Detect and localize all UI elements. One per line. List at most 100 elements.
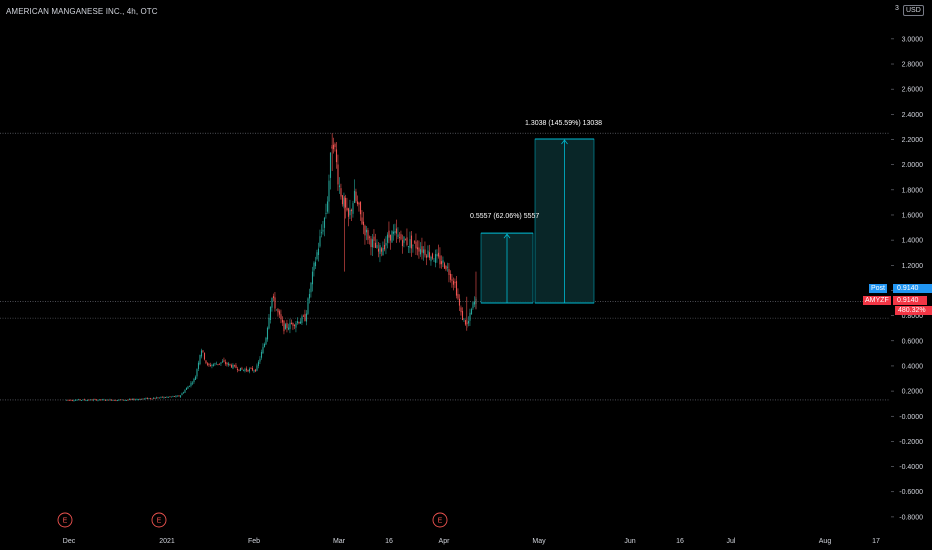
y-tick-label: 1.8000 bbox=[902, 187, 924, 194]
candle-body bbox=[337, 164, 339, 185]
candle-body bbox=[250, 367, 252, 369]
candle-body bbox=[470, 309, 473, 315]
candle-body bbox=[305, 313, 308, 322]
candle-body bbox=[272, 296, 275, 299]
candle-body bbox=[208, 363, 210, 365]
candle-body bbox=[388, 230, 390, 238]
candle-body bbox=[434, 254, 437, 263]
candle-body bbox=[88, 399, 90, 401]
earnings-marker-letter: E bbox=[63, 518, 68, 525]
candle-body bbox=[152, 397, 155, 399]
candle-body bbox=[98, 399, 101, 401]
candle-body bbox=[259, 358, 261, 362]
candle-body bbox=[371, 239, 374, 248]
candle-body bbox=[275, 309, 278, 311]
earnings-marker-circle bbox=[57, 512, 73, 528]
candle-body bbox=[329, 152, 332, 178]
candle-body bbox=[91, 399, 93, 401]
candle-body bbox=[241, 368, 243, 370]
x-tick-label: Apr bbox=[439, 538, 451, 545]
candle-body bbox=[163, 396, 165, 398]
y-tick-label: -0.8000 bbox=[899, 514, 923, 521]
candle-body bbox=[106, 399, 108, 401]
candle-body bbox=[245, 368, 248, 371]
candle-body bbox=[161, 396, 164, 398]
candle-body bbox=[125, 400, 128, 401]
candle-body bbox=[437, 252, 440, 257]
candle-body bbox=[472, 302, 474, 309]
candle-body bbox=[355, 191, 357, 202]
candle-body bbox=[403, 236, 405, 243]
currency-button[interactable]: USD bbox=[903, 5, 924, 16]
candle-body bbox=[460, 307, 462, 313]
candle-body bbox=[433, 260, 435, 262]
candle-body bbox=[100, 399, 102, 401]
candle-body bbox=[187, 386, 189, 389]
candle-body bbox=[262, 346, 264, 354]
y-tick-label: 0.8000 bbox=[902, 313, 924, 320]
candle-body bbox=[415, 241, 417, 249]
candle-body bbox=[170, 396, 173, 398]
candle-body bbox=[298, 322, 300, 324]
y-tick-label: 2.0000 bbox=[902, 162, 924, 169]
candle-body bbox=[362, 221, 365, 226]
candle-body bbox=[326, 201, 329, 212]
candle-body bbox=[443, 263, 446, 269]
candle-body bbox=[287, 327, 290, 330]
earnings-marker-circle bbox=[151, 512, 167, 528]
x-tick-label: 16 bbox=[385, 538, 393, 545]
candle-body bbox=[340, 188, 342, 197]
candle-body bbox=[73, 400, 75, 402]
candle-body bbox=[172, 396, 174, 398]
candle-body bbox=[364, 225, 366, 236]
candle-body bbox=[293, 325, 296, 327]
candle-body bbox=[169, 396, 171, 398]
earnings-marker-letter: E bbox=[438, 518, 443, 525]
candle-body bbox=[209, 364, 212, 367]
candle-body bbox=[380, 248, 383, 252]
candle-body bbox=[142, 398, 144, 400]
candle-body bbox=[280, 314, 282, 320]
candle-body bbox=[286, 323, 288, 328]
candle-body bbox=[335, 149, 338, 163]
candle-body bbox=[386, 234, 389, 243]
candle-body bbox=[181, 393, 183, 396]
y-tick-label: 2.6000 bbox=[902, 87, 924, 94]
candle-body bbox=[79, 399, 81, 401]
candle-body bbox=[77, 399, 80, 401]
candle-body bbox=[229, 363, 231, 365]
candle-body bbox=[235, 365, 237, 369]
candle-body bbox=[104, 399, 107, 401]
candle-body bbox=[373, 236, 375, 241]
candle-body bbox=[266, 327, 269, 340]
candle-body bbox=[332, 144, 335, 150]
candle-body bbox=[265, 337, 267, 345]
candle-body bbox=[428, 252, 431, 258]
candle-body bbox=[467, 320, 470, 324]
candle-body bbox=[230, 365, 233, 368]
measure-label-long: 1.3038 (145.59%) 13038 bbox=[525, 120, 603, 127]
candle-body bbox=[149, 398, 152, 400]
candle-body bbox=[193, 379, 195, 383]
candle-body bbox=[464, 320, 467, 325]
candle-body bbox=[137, 399, 140, 401]
candle-body bbox=[296, 321, 299, 323]
candle-body bbox=[143, 398, 146, 400]
y-tick-label: 0.4000 bbox=[902, 363, 924, 370]
candle-body bbox=[157, 397, 159, 399]
candle-body bbox=[140, 398, 143, 400]
candle-body bbox=[295, 323, 297, 328]
candle-body bbox=[179, 395, 182, 397]
candle-body bbox=[278, 311, 281, 315]
candle-body bbox=[68, 399, 71, 401]
candle-body bbox=[376, 245, 378, 249]
candle-body bbox=[394, 231, 396, 233]
y-tick-label: 3.0000 bbox=[902, 36, 924, 43]
candle-body bbox=[124, 400, 126, 401]
candle-body bbox=[374, 242, 377, 248]
candle-body bbox=[178, 395, 180, 397]
candle-body bbox=[409, 239, 411, 248]
candle-body bbox=[248, 368, 251, 372]
